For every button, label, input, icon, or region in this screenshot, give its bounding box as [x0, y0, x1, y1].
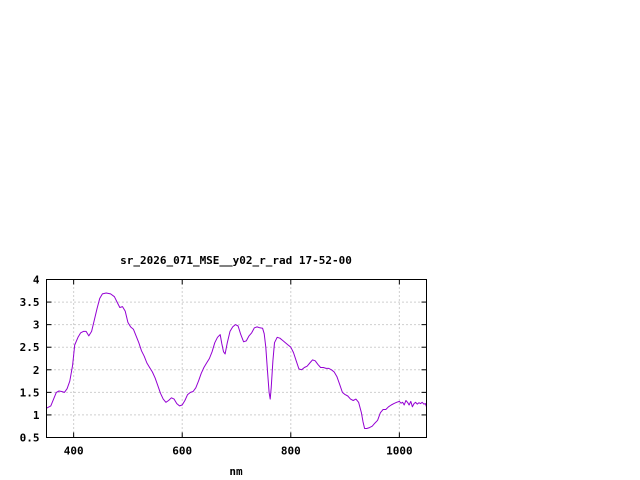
y-tick-label: 3 [33, 319, 40, 332]
chart-title: sr_2026_071_MSE__y02_r_rad 17-52-00 [120, 254, 352, 267]
y-tick-label: 2 [33, 364, 40, 377]
series-layer [46, 292, 427, 429]
plot-frame [46, 279, 427, 438]
x-axis-label: nm [229, 465, 243, 478]
ticks [46, 279, 427, 438]
x-tick-label: 800 [281, 445, 301, 458]
y-tick-label: 1.5 [20, 386, 40, 399]
y-tick-label: 3.5 [20, 296, 40, 309]
series-line [46, 292, 427, 429]
y-tick-label: 2.5 [20, 341, 40, 354]
y-tick-label: 0.5 [20, 432, 40, 445]
x-tick-label: 400 [64, 445, 84, 458]
y-tick-label: 1 [33, 409, 40, 422]
grid [46, 279, 427, 438]
y-tick-labels: 0.5 1 1.5 2 2.5 3 3.5 4 [20, 274, 40, 445]
x-tick-label: 600 [172, 445, 192, 458]
y-tick-label: 4 [33, 274, 40, 287]
x-tick-labels: 400 600 800 1000 [64, 445, 413, 458]
x-tick-label: 1000 [386, 445, 413, 458]
